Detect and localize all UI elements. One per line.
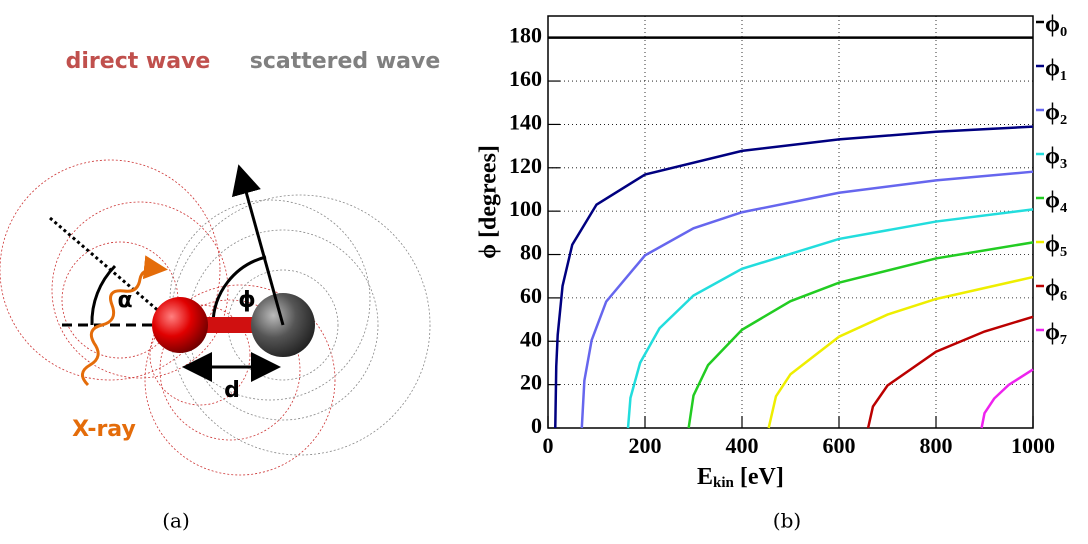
- atom-red: [152, 297, 208, 353]
- series-line: [554, 125, 1034, 429]
- scattered-arrow: [231, 164, 285, 326]
- y-tick-label: 80: [520, 240, 542, 265]
- scattered-wave-label: scattered wave: [250, 49, 441, 74]
- caption-a: (a): [162, 509, 190, 533]
- series-line: [580, 170, 1034, 429]
- legend-label: ϕ₂: [1045, 100, 1067, 126]
- y-tick-label: 40: [520, 326, 542, 351]
- y-tick-label: 0: [531, 413, 542, 438]
- direct-wave-label: direct wave: [66, 49, 211, 74]
- y-tick-label: 20: [520, 370, 542, 395]
- d-label: d: [224, 378, 240, 403]
- x-axis-label: Ekin [eV]: [697, 464, 784, 492]
- legend-label: ϕ₁: [1045, 56, 1067, 82]
- plot-frame: [547, 15, 1034, 429]
- alpha-label: α: [117, 288, 132, 313]
- series-line: [866, 315, 1034, 429]
- legend-label: ϕ₀: [1045, 12, 1067, 38]
- series-line: [687, 241, 1034, 429]
- x-tick-label: 800: [920, 433, 953, 458]
- series-line: [980, 368, 1034, 429]
- legend-label: ϕ₇: [1045, 320, 1067, 346]
- series-line: [626, 208, 1034, 429]
- x-tick-label: 0: [543, 433, 554, 458]
- x-label-sub: kin: [713, 475, 735, 491]
- caption-b: (b): [773, 509, 801, 533]
- chart: 0 20 40 60 80 100 120 140 160 180 0 200 400 600 800 100…: [476, 12, 1068, 492]
- y-axis-label: ϕ [degrees]: [476, 145, 502, 259]
- x-tick-label: 200: [629, 433, 662, 458]
- x-tick-label: 400: [726, 433, 759, 458]
- y-tick-label: 120: [509, 153, 542, 178]
- y-tick-label: 60: [520, 283, 542, 308]
- x-tick-label: 1000: [1011, 433, 1055, 458]
- legend-label: ϕ₃: [1045, 144, 1067, 170]
- phi-arc: [211, 255, 267, 326]
- y-tick-label: 100: [509, 196, 542, 221]
- y-tick-label: 180: [509, 23, 542, 48]
- legend-label: ϕ₆: [1045, 276, 1067, 302]
- y-tick-label: 140: [509, 109, 542, 134]
- phi-label: ϕ: [238, 288, 256, 313]
- xray-label: X-ray: [72, 417, 136, 442]
- x-label-main: E: [697, 464, 713, 490]
- x-label-unit: [eV]: [734, 464, 784, 490]
- x-tick-label: 600: [823, 433, 856, 458]
- alpha-arc: [90, 264, 117, 326]
- series-line: [767, 275, 1034, 429]
- legend-label: ϕ₅: [1045, 232, 1067, 258]
- legend-label: ϕ₄: [1045, 188, 1067, 214]
- xray-wave: [81, 255, 168, 387]
- y-tick-label: 160: [509, 66, 542, 91]
